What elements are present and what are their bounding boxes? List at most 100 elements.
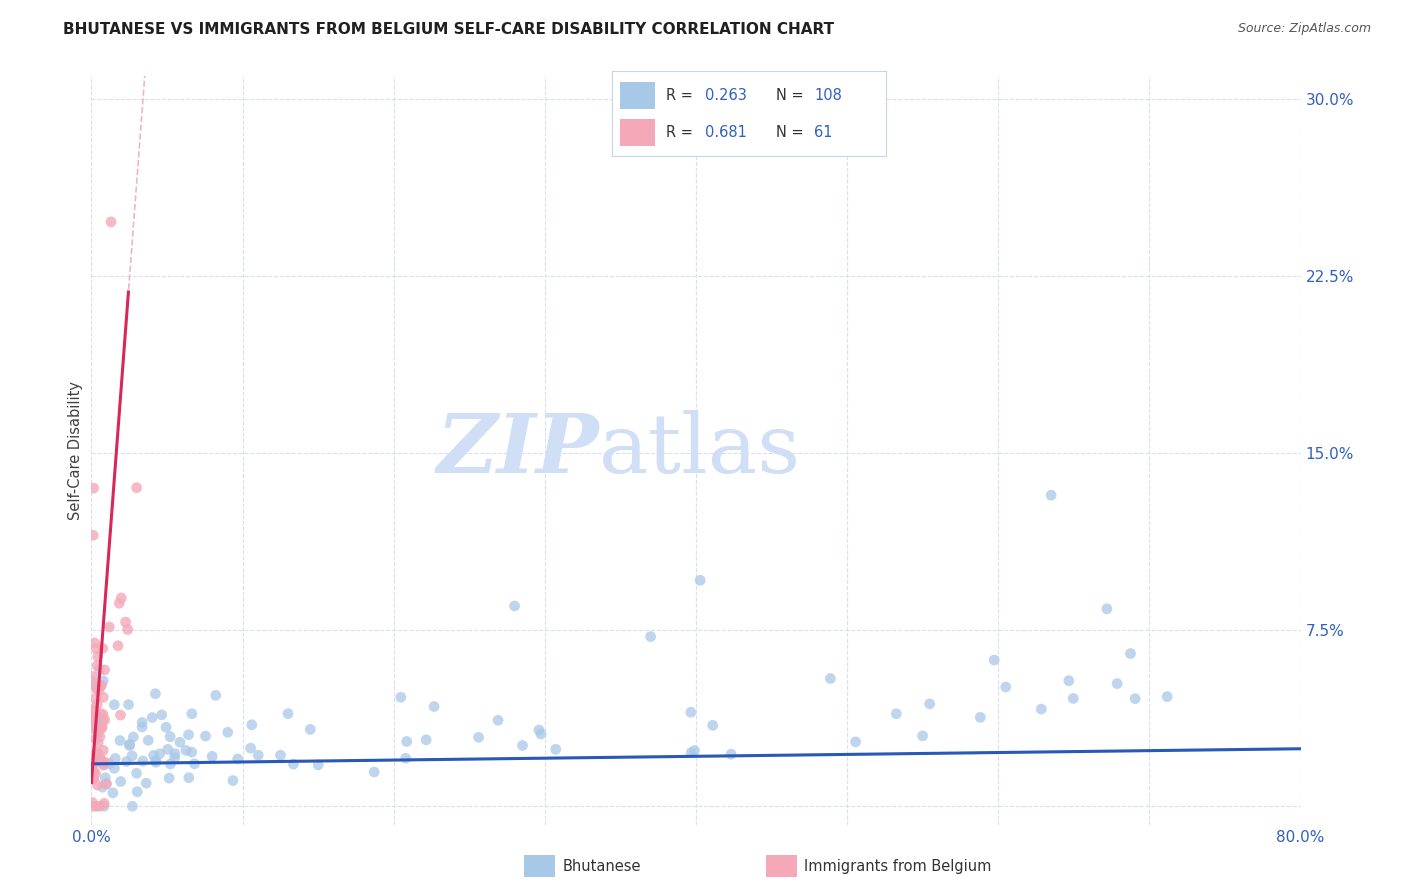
- Point: [395, 734, 418, 748]
- Point: [845, 735, 868, 749]
- Point: [1031, 702, 1053, 716]
- Point: [82, 710, 104, 724]
- Point: [150, 707, 173, 722]
- Point: [90, 679, 112, 693]
- Point: [163, 747, 186, 761]
- Point: [93, 757, 115, 772]
- Point: [107, 639, 129, 653]
- Point: [299, 723, 322, 737]
- Point: [125, 481, 148, 495]
- Point: [91, 719, 114, 733]
- Point: [83, 481, 105, 495]
- Point: [82, 721, 104, 735]
- Point: [544, 742, 567, 756]
- Point: [226, 752, 249, 766]
- Point: [918, 697, 941, 711]
- Point: [94, 756, 117, 770]
- Point: [527, 723, 550, 737]
- Point: [1095, 601, 1118, 615]
- Point: [84, 766, 107, 780]
- Point: [91, 780, 114, 794]
- Point: [93, 663, 115, 677]
- Point: [87, 747, 110, 761]
- Point: [183, 756, 205, 771]
- Point: [247, 748, 270, 763]
- Point: [145, 755, 167, 769]
- Point: [82, 796, 104, 810]
- Text: N =: N =: [776, 125, 808, 140]
- Point: [467, 731, 489, 745]
- Point: [93, 799, 115, 814]
- Point: [820, 672, 842, 686]
- Point: [180, 745, 202, 759]
- Point: [156, 742, 179, 756]
- Text: atlas: atlas: [599, 410, 801, 491]
- Point: [110, 708, 132, 723]
- Text: Source: ZipAtlas.com: Source: ZipAtlas.com: [1237, 22, 1371, 36]
- Point: [86, 778, 108, 792]
- Point: [104, 751, 127, 765]
- Point: [86, 698, 108, 712]
- Text: ZIP: ZIP: [437, 410, 599, 491]
- Point: [159, 730, 181, 744]
- Point: [177, 728, 200, 742]
- Point: [135, 776, 157, 790]
- Point: [131, 715, 153, 730]
- Point: [702, 718, 724, 732]
- Point: [512, 739, 534, 753]
- Y-axis label: Self-Care Disability: Self-Care Disability: [67, 381, 83, 520]
- Point: [110, 591, 132, 605]
- Point: [389, 690, 412, 705]
- Point: [270, 748, 292, 763]
- Point: [84, 731, 107, 746]
- Point: [114, 615, 136, 629]
- Point: [98, 756, 121, 771]
- Point: [87, 683, 110, 698]
- Point: [83, 636, 105, 650]
- Point: [82, 674, 104, 689]
- Point: [87, 736, 110, 750]
- Point: [1057, 673, 1080, 688]
- Point: [108, 733, 131, 747]
- Point: [222, 773, 245, 788]
- Point: [363, 765, 385, 780]
- Point: [82, 709, 104, 723]
- Point: [503, 599, 526, 613]
- Point: [84, 691, 107, 706]
- Point: [87, 726, 110, 740]
- Point: [121, 799, 143, 814]
- Point: [83, 719, 105, 733]
- Point: [142, 748, 165, 763]
- Point: [145, 754, 167, 768]
- Point: [423, 699, 446, 714]
- Point: [101, 786, 124, 800]
- Point: [720, 747, 742, 762]
- Point: [94, 771, 117, 785]
- Point: [283, 757, 305, 772]
- Point: [159, 757, 181, 772]
- Point: [86, 641, 108, 656]
- Point: [86, 658, 108, 673]
- Point: [83, 764, 105, 779]
- Point: [91, 713, 114, 727]
- Point: [163, 751, 186, 765]
- Point: [82, 760, 104, 774]
- Point: [89, 663, 111, 677]
- Point: [82, 799, 104, 814]
- Point: [83, 704, 105, 718]
- Point: [82, 772, 104, 786]
- Point: [177, 771, 200, 785]
- Point: [82, 528, 104, 542]
- Point: [91, 641, 114, 656]
- Point: [1156, 690, 1178, 704]
- Point: [89, 730, 111, 744]
- Text: 108: 108: [814, 87, 842, 103]
- Text: BHUTANESE VS IMMIGRANTS FROM BELGIUM SELF-CARE DISABILITY CORRELATION CHART: BHUTANESE VS IMMIGRANTS FROM BELGIUM SEL…: [63, 22, 834, 37]
- Point: [217, 725, 239, 739]
- Point: [121, 748, 143, 763]
- Point: [145, 687, 167, 701]
- Point: [122, 730, 145, 744]
- Point: [82, 756, 104, 771]
- Point: [90, 679, 112, 693]
- Point: [96, 777, 118, 791]
